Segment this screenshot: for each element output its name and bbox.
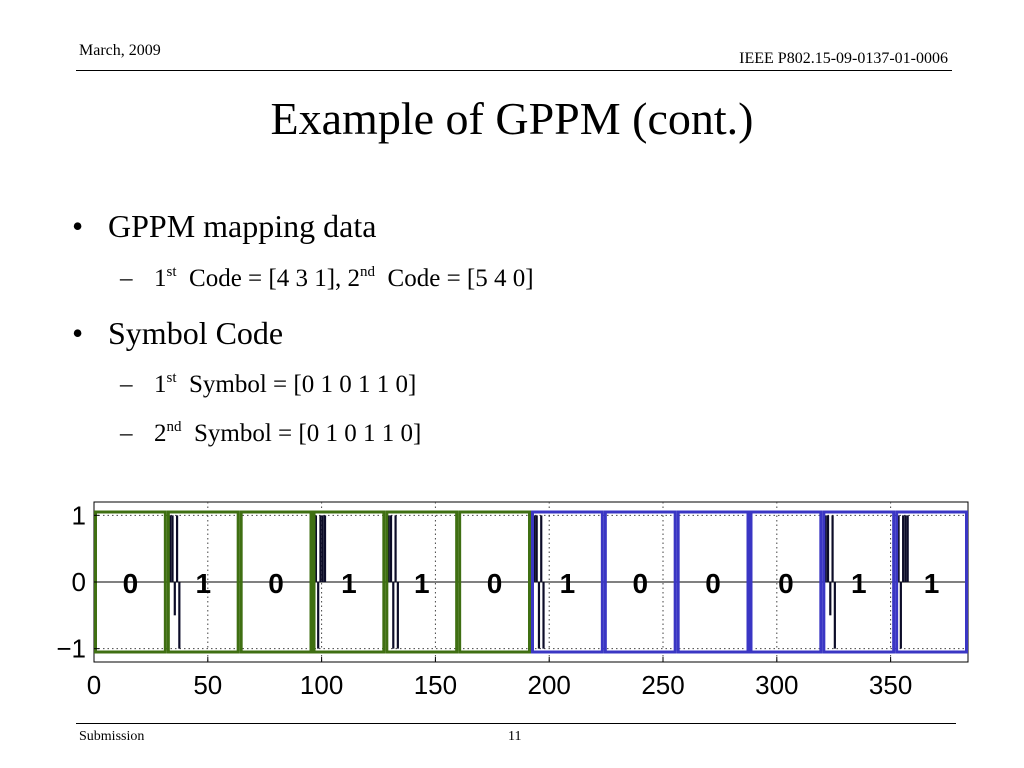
footer-submission: Submission <box>79 729 145 744</box>
dash: – <box>120 420 133 447</box>
slot-bit-label: 1 <box>414 568 430 599</box>
slot-bit-label: 1 <box>560 568 576 599</box>
x-tick-label: 100 <box>300 670 343 700</box>
code-ord2-sup: nd <box>360 264 376 280</box>
code-post: Code = [5 4 0] <box>387 265 534 292</box>
y-tick-label: 1 <box>72 500 86 530</box>
symbol2-text: Symbol = [0 1 0 1 1 0] <box>194 420 422 447</box>
sub-bullet-symbol1: –1st Symbol = [0 1 0 1 1 0] <box>120 371 416 399</box>
slot-box-group1 <box>166 510 240 654</box>
sub-bullet-symbol2: –2nd Symbol = [0 1 0 1 1 0] <box>120 420 421 448</box>
dash: – <box>120 265 133 292</box>
slot-box-group1 <box>385 510 459 654</box>
slot-box-group2 <box>749 510 823 654</box>
footer-rule <box>76 723 956 724</box>
slot-bit-label: 1 <box>341 568 357 599</box>
slot-bit-label: 0 <box>123 568 139 599</box>
slot-bit-label: 0 <box>705 568 721 599</box>
header-doc-id: IEEE P802.15-09-0137-01-0006 <box>739 50 948 67</box>
slot-bit-label: 1 <box>924 568 940 599</box>
slot-box-group1 <box>312 510 386 654</box>
bullet-dot: • <box>72 315 84 351</box>
x-tick-label: 50 <box>193 670 222 700</box>
slot-box-group2 <box>603 510 677 654</box>
symbol2-ord: 2 <box>154 420 167 447</box>
bullet-mapping-text: GPPM mapping data <box>108 208 377 244</box>
x-tick-label: 150 <box>414 670 457 700</box>
slot-box-group2 <box>676 510 750 654</box>
x-tick-label: 200 <box>528 670 571 700</box>
slot-bit-label: 0 <box>778 568 794 599</box>
slot-bit-label: 0 <box>487 568 503 599</box>
header-rule <box>76 70 952 71</box>
slot-box-group1 <box>239 510 313 654</box>
symbol1-text: Symbol = [0 1 0 1 1 0] <box>189 371 417 398</box>
slide-title: Example of GPPM (cont.) <box>270 93 754 144</box>
bullet-symbol-text: Symbol Code <box>108 315 284 351</box>
y-tick-label: 0 <box>72 567 86 597</box>
slot-bit-label: 1 <box>195 568 211 599</box>
symbol2-sup: nd <box>166 419 182 435</box>
y-tick-label: −1 <box>56 634 86 664</box>
footer-page-number: 11 <box>508 729 522 744</box>
slot-box-group2 <box>531 510 604 654</box>
code-ord1: 1 <box>154 265 167 292</box>
slot-bit-label: 0 <box>268 568 284 599</box>
code-ord1-sup: st <box>166 264 177 280</box>
slot-bit-label: 1 <box>851 568 867 599</box>
slot-bit-label: 0 <box>632 568 648 599</box>
bullet-dot: • <box>72 208 84 244</box>
slot-box-group2 <box>895 510 969 654</box>
slot-box-group1 <box>458 510 531 654</box>
x-tick-label: 350 <box>869 670 912 700</box>
bullet-mapping: • GPPM mapping data <box>72 208 376 245</box>
x-tick-label: 0 <box>87 670 101 700</box>
code-mid: Code = [4 3 1], 2 <box>189 265 361 292</box>
x-tick-label: 300 <box>755 670 798 700</box>
symbol1-sup: st <box>166 370 177 386</box>
dash: – <box>120 371 133 398</box>
sub-bullet-codes: –1st Code = [4 3 1], 2nd Code = [5 4 0] <box>120 265 534 293</box>
slot-box-group2 <box>822 510 896 654</box>
symbol1-ord: 1 <box>154 371 167 398</box>
bullet-symbol: • Symbol Code <box>72 315 283 352</box>
x-tick-label: 250 <box>641 670 684 700</box>
header-date: March, 2009 <box>79 42 161 59</box>
